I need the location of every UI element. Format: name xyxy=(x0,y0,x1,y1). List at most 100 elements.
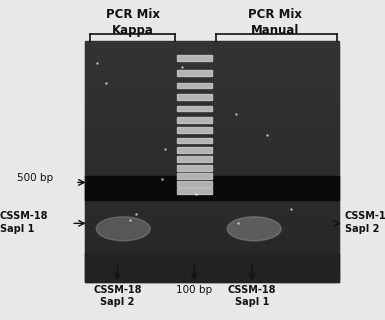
Bar xyxy=(85,59,339,63)
Bar xyxy=(177,127,212,133)
Text: CSSM-18
Sapl 2: CSSM-18 Sapl 2 xyxy=(345,211,385,234)
Bar xyxy=(177,70,212,76)
Bar xyxy=(85,110,339,114)
Bar xyxy=(85,218,339,221)
Bar xyxy=(85,122,339,126)
Text: CSSM-18
Sapl 1: CSSM-18 Sapl 1 xyxy=(228,285,276,307)
Bar xyxy=(177,94,212,100)
Bar xyxy=(177,138,212,143)
Bar xyxy=(85,56,339,60)
Bar xyxy=(85,137,339,140)
Ellipse shape xyxy=(227,217,281,241)
Bar xyxy=(85,146,339,150)
Bar xyxy=(85,233,339,236)
Bar xyxy=(85,188,339,192)
Bar xyxy=(85,179,339,183)
Bar xyxy=(85,173,339,177)
Bar xyxy=(177,117,212,123)
Bar xyxy=(85,275,339,279)
Bar xyxy=(85,119,339,123)
Bar xyxy=(85,266,339,269)
Bar xyxy=(177,181,212,187)
Bar xyxy=(85,191,339,195)
Bar xyxy=(85,164,339,168)
Bar xyxy=(85,269,339,273)
Bar xyxy=(85,92,339,96)
Text: CSSM-18
Sapl 2: CSSM-18 Sapl 2 xyxy=(93,285,142,307)
Bar xyxy=(85,209,339,212)
Bar xyxy=(85,161,339,164)
Bar xyxy=(85,53,339,57)
Bar xyxy=(85,107,339,111)
Bar xyxy=(177,83,212,88)
Bar xyxy=(85,125,339,129)
Bar xyxy=(85,182,339,186)
Bar xyxy=(85,50,339,53)
Bar xyxy=(177,106,212,111)
Bar xyxy=(85,254,339,258)
Bar xyxy=(85,245,339,249)
Bar xyxy=(85,41,339,44)
Bar xyxy=(85,44,339,48)
Bar xyxy=(85,140,339,144)
Bar xyxy=(177,147,212,153)
Bar xyxy=(85,242,339,246)
Bar xyxy=(85,158,339,162)
Bar xyxy=(85,65,339,68)
Bar xyxy=(85,98,339,101)
Text: 100 bp: 100 bp xyxy=(176,285,213,295)
Bar xyxy=(85,95,339,99)
Bar xyxy=(85,251,339,255)
Bar xyxy=(85,116,339,120)
Bar xyxy=(85,263,339,267)
Bar xyxy=(85,68,339,72)
Bar xyxy=(85,236,339,240)
Bar xyxy=(177,55,212,61)
Bar xyxy=(85,224,339,228)
Text: 500 bp: 500 bp xyxy=(17,172,54,183)
Bar xyxy=(85,203,339,207)
Bar xyxy=(85,215,339,219)
Bar xyxy=(85,134,339,138)
Bar xyxy=(85,131,339,135)
Text: PCR Mix
Kappa: PCR Mix Kappa xyxy=(106,8,160,37)
Bar xyxy=(85,272,339,276)
Bar xyxy=(85,206,339,210)
Bar xyxy=(85,230,339,234)
Bar xyxy=(85,104,339,108)
Bar xyxy=(85,227,339,231)
Bar xyxy=(85,197,339,201)
Bar xyxy=(85,149,339,153)
Bar xyxy=(85,248,339,252)
Bar xyxy=(85,77,339,81)
Bar xyxy=(85,86,339,90)
Bar xyxy=(85,71,339,75)
Bar xyxy=(85,152,339,156)
Bar xyxy=(177,165,212,171)
Bar xyxy=(85,200,339,204)
Bar xyxy=(85,101,339,105)
Bar xyxy=(85,253,339,282)
Bar xyxy=(85,221,339,225)
Bar xyxy=(85,176,339,200)
Bar xyxy=(85,47,339,51)
Bar xyxy=(85,167,339,171)
Bar xyxy=(85,170,339,173)
Bar xyxy=(85,83,339,87)
Ellipse shape xyxy=(96,217,150,241)
Bar xyxy=(85,74,339,78)
Bar xyxy=(177,188,212,194)
Bar xyxy=(85,239,339,243)
Bar xyxy=(85,194,339,197)
Bar xyxy=(85,89,339,92)
Bar xyxy=(85,278,339,282)
Bar xyxy=(85,257,339,260)
Bar xyxy=(85,128,339,132)
Bar xyxy=(85,155,339,159)
Bar xyxy=(85,143,339,147)
Text: CSSM-18
Sapl 1: CSSM-18 Sapl 1 xyxy=(0,211,49,234)
Bar xyxy=(85,176,339,180)
Bar xyxy=(177,173,212,179)
Text: PCR Mix
Manual: PCR Mix Manual xyxy=(248,8,302,37)
Bar xyxy=(85,113,339,116)
